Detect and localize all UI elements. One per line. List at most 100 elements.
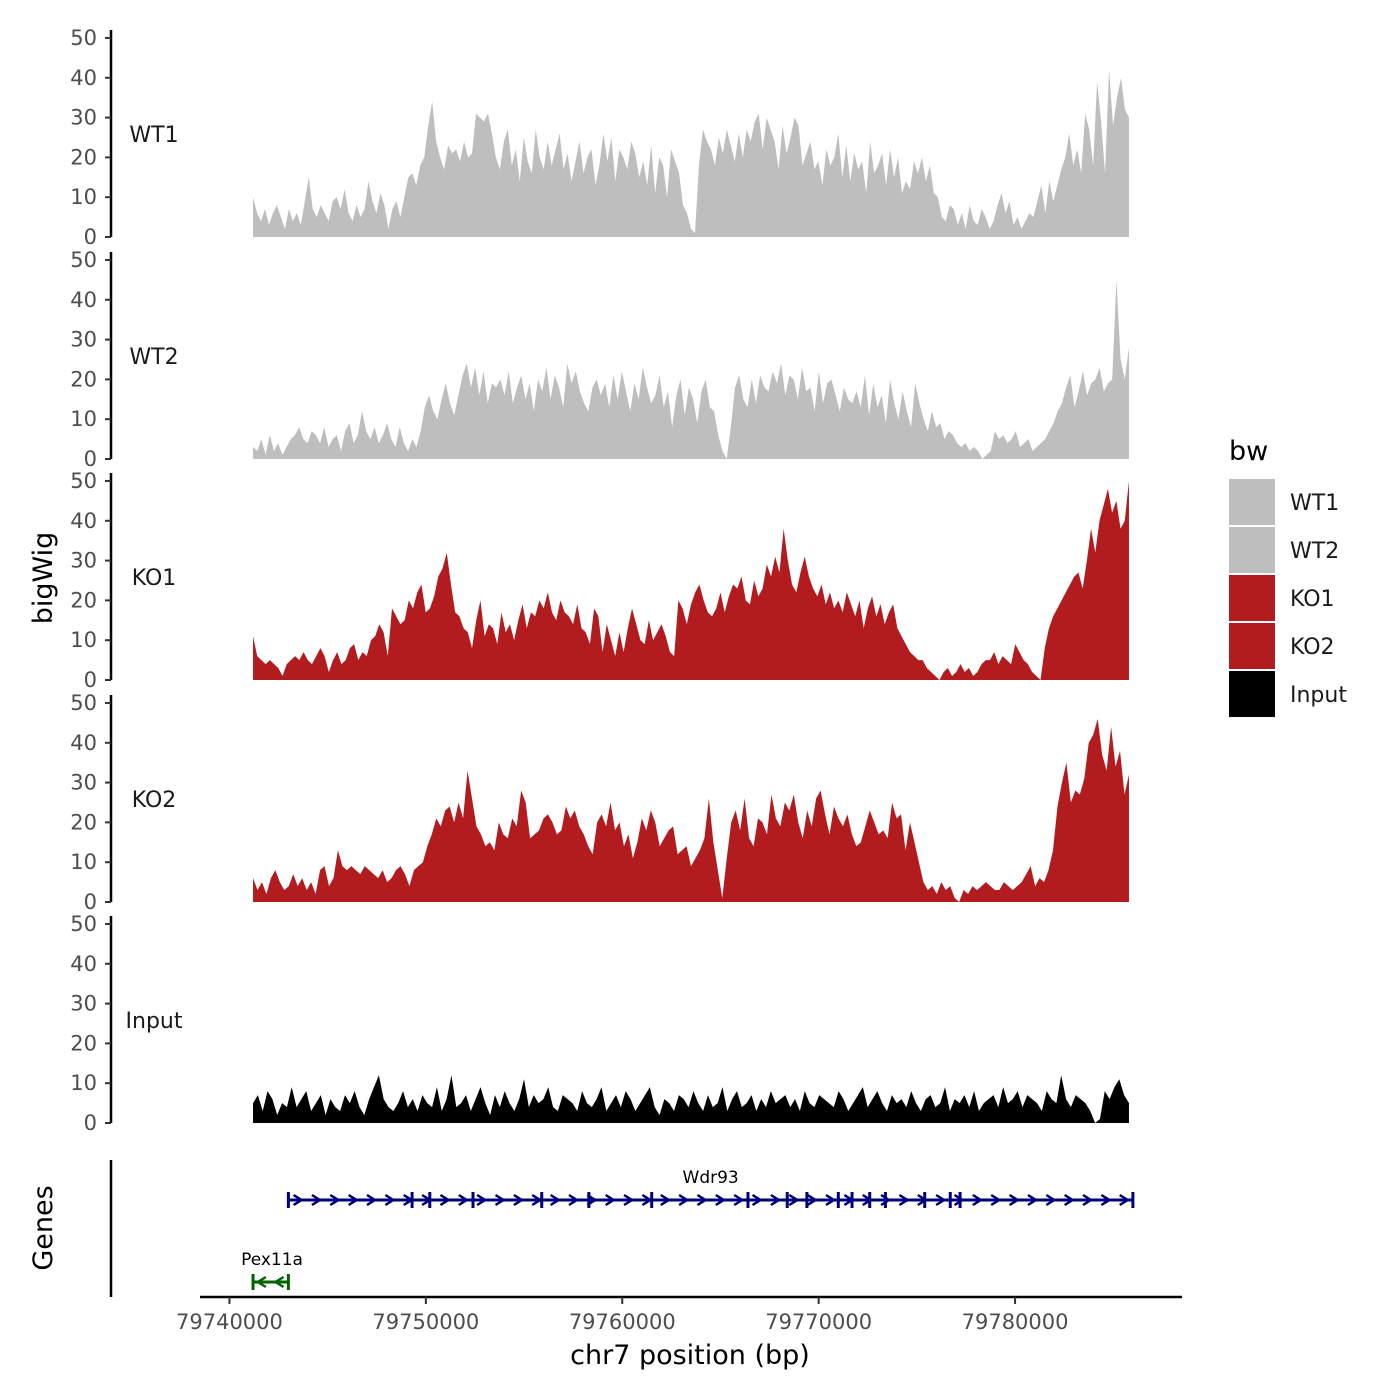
strand-arrow bbox=[458, 1193, 470, 1207]
strand-arrow bbox=[513, 1193, 525, 1207]
legend-swatch bbox=[1229, 623, 1275, 669]
y-tick-label: 20 bbox=[70, 1031, 97, 1055]
strand-arrow bbox=[1008, 1193, 1020, 1207]
legend-title: bw bbox=[1229, 436, 1268, 467]
strand-arrow bbox=[568, 1193, 580, 1207]
strand-arrow bbox=[605, 1193, 617, 1207]
x-tick-label: 79780000 bbox=[962, 1310, 1069, 1334]
legend-items: WT1 WT2 KO1 KO2 Input bbox=[1229, 479, 1347, 717]
strand-arrow bbox=[825, 1193, 837, 1207]
y-tick-label: 0 bbox=[84, 225, 97, 249]
strand-arrow bbox=[806, 1193, 818, 1207]
track-label-ko2: KO2 bbox=[132, 788, 177, 813]
x-ticks: 79740000 79750000 79760000 79770000 79780000 bbox=[176, 1297, 1069, 1334]
strand-arrow bbox=[678, 1193, 690, 1207]
y-tick-label: 40 bbox=[70, 731, 97, 755]
strand-arrow bbox=[273, 1275, 285, 1289]
strand-arrow bbox=[439, 1193, 451, 1207]
x-tick-label: 79750000 bbox=[372, 1310, 479, 1334]
y-tick-label: 20 bbox=[70, 367, 97, 391]
gene-pex11a: Pex11a bbox=[241, 1250, 303, 1290]
y-tick-label: 0 bbox=[84, 1111, 97, 1135]
strand-arrow bbox=[549, 1193, 561, 1207]
legend-item-wt1: WT1 bbox=[1229, 479, 1339, 525]
genes-axis-title: Genes bbox=[28, 1185, 59, 1270]
strand-arrow bbox=[733, 1193, 745, 1207]
strand-arrow bbox=[990, 1193, 1002, 1207]
strand-arrow bbox=[329, 1193, 341, 1207]
legend-swatch bbox=[1229, 575, 1275, 621]
y-tick-label: 0 bbox=[84, 890, 97, 914]
strand-arrow bbox=[1063, 1193, 1075, 1207]
legend-label: WT2 bbox=[1290, 539, 1339, 564]
track-label-wt1: WT1 bbox=[129, 123, 178, 148]
track-ko1: 0 10 20 30 40 50 KO1 bbox=[70, 469, 1129, 692]
strand-arrow bbox=[623, 1193, 635, 1207]
x-axis: 79740000 79750000 79760000 79770000 79780000… bbox=[176, 1295, 1182, 1371]
strand-arrow bbox=[788, 1193, 800, 1207]
y-tick-label: 30 bbox=[70, 549, 97, 573]
y-tick-label: 30 bbox=[70, 106, 97, 130]
signal-area-input bbox=[253, 1075, 1129, 1123]
strand-arrow bbox=[898, 1193, 910, 1207]
strand-arrow bbox=[494, 1193, 506, 1207]
y-tick-label: 40 bbox=[70, 66, 97, 90]
strand-arrow bbox=[1082, 1193, 1094, 1207]
y-tick-label: 20 bbox=[70, 588, 97, 612]
track-wt1: 0 10 20 30 40 50 WT1 bbox=[70, 26, 1129, 249]
strand-arrow bbox=[972, 1193, 984, 1207]
strand-arrow bbox=[1119, 1193, 1131, 1207]
y-tick-label: 50 bbox=[70, 469, 97, 493]
track-label-wt2: WT2 bbox=[129, 345, 178, 370]
strand-arrow bbox=[255, 1275, 267, 1289]
strand-arrow bbox=[953, 1193, 965, 1207]
y-tick-label: 30 bbox=[70, 771, 97, 795]
strand-arrow bbox=[347, 1193, 359, 1207]
strand-arrow bbox=[366, 1193, 378, 1207]
strand-arrow bbox=[770, 1193, 782, 1207]
track-input: 0 10 20 30 40 50 Input bbox=[70, 912, 1129, 1135]
legend-label: WT1 bbox=[1290, 491, 1339, 516]
y-tick-label: 20 bbox=[70, 145, 97, 169]
y-tick-label: 10 bbox=[70, 185, 97, 209]
strand-arrow bbox=[1045, 1193, 1057, 1207]
y-tick-label: 0 bbox=[84, 447, 97, 471]
x-tick-label: 79760000 bbox=[569, 1310, 676, 1334]
x-axis-title: chr7 position (bp) bbox=[570, 1340, 810, 1371]
strand-arrow bbox=[292, 1193, 304, 1207]
gene-label: Wdr93 bbox=[683, 1168, 739, 1188]
legend-label: Input bbox=[1290, 683, 1347, 708]
y-tick-label: 50 bbox=[70, 691, 97, 715]
y-tick-label: 10 bbox=[70, 1071, 97, 1095]
legend-item-ko2: KO2 bbox=[1229, 623, 1335, 669]
track-wt2: 0 10 20 30 40 50 WT2 bbox=[70, 248, 1129, 471]
x-tick-label: 79770000 bbox=[765, 1310, 872, 1334]
strand-arrow bbox=[311, 1193, 323, 1207]
strand-arrow bbox=[531, 1193, 543, 1207]
track-label-input: Input bbox=[126, 1009, 183, 1034]
strand-arrow bbox=[1100, 1193, 1112, 1207]
strand-arrow bbox=[476, 1193, 488, 1207]
legend-item-wt2: WT2 bbox=[1229, 527, 1339, 573]
y-tick-label: 40 bbox=[70, 288, 97, 312]
signal-area-ko1 bbox=[253, 480, 1129, 680]
legend: bw WT1 WT2 KO1 KO2 Input bbox=[1229, 436, 1347, 717]
y-tick-label: 50 bbox=[70, 248, 97, 272]
y-tick-label: 0 bbox=[84, 668, 97, 692]
signal-area-ko2 bbox=[253, 718, 1129, 902]
gene-label: Pex11a bbox=[241, 1250, 303, 1270]
legend-label: KO2 bbox=[1290, 635, 1335, 660]
legend-swatch bbox=[1229, 671, 1275, 717]
y-tick-label: 30 bbox=[70, 992, 97, 1016]
y-tick-label: 50 bbox=[70, 26, 97, 50]
x-tick-label: 79740000 bbox=[176, 1310, 283, 1334]
strand-arrow bbox=[384, 1193, 396, 1207]
y-tick-label: 40 bbox=[70, 952, 97, 976]
legend-swatch bbox=[1229, 479, 1275, 525]
y-tick-label: 40 bbox=[70, 509, 97, 533]
strand-arrow bbox=[751, 1193, 763, 1207]
track-ko2: 0 10 20 30 40 50 KO2 bbox=[70, 691, 1129, 914]
strand-arrow bbox=[935, 1193, 947, 1207]
strand-arrow bbox=[880, 1193, 892, 1207]
